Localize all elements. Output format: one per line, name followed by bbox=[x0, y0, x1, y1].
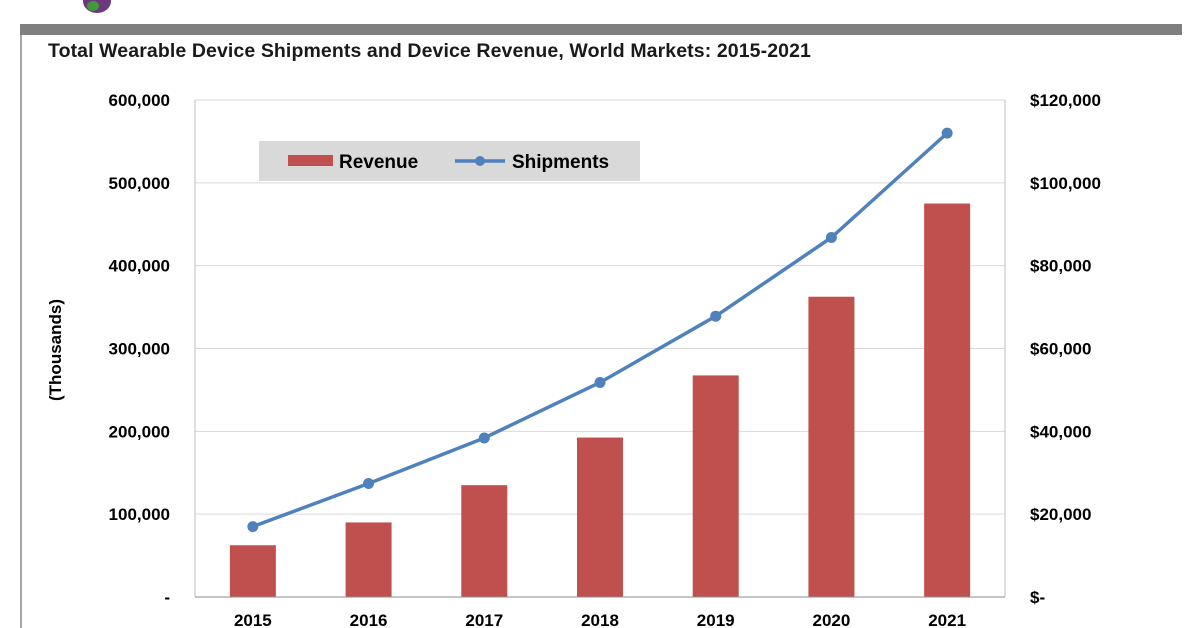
legend: Revenue Shipments bbox=[259, 141, 640, 181]
legend-swatch-shipments-marker bbox=[475, 156, 485, 166]
company-logo-mark-icon bbox=[83, 0, 111, 13]
gridlines bbox=[195, 99, 1005, 515]
right-axis-tick-label: $- bbox=[1030, 588, 1045, 607]
x-axis-tick-label: 2015 bbox=[234, 611, 272, 628]
chart-title: Total Wearable Device Shipments and Devi… bbox=[48, 40, 811, 62]
right-axis-tick-label: $120,000 bbox=[1030, 91, 1101, 110]
x-axis-tick-label: 2021 bbox=[928, 611, 966, 628]
x-axis-tick-label: 2020 bbox=[813, 611, 851, 628]
revenue-bars bbox=[229, 203, 971, 597]
revenue-bar bbox=[577, 437, 623, 597]
legend-label-shipments: Shipments bbox=[512, 152, 609, 173]
shipments-point bbox=[478, 432, 490, 444]
revenue-bar bbox=[692, 375, 739, 597]
right-axis-tick-label: $40,000 bbox=[1030, 422, 1091, 441]
shipments-point bbox=[941, 127, 953, 139]
frame-left-border bbox=[20, 35, 22, 628]
shipments-point bbox=[594, 376, 606, 388]
x-axis-tick-label: 2019 bbox=[697, 611, 735, 628]
right-axis-tick-label: $100,000 bbox=[1030, 174, 1101, 193]
shipments-point bbox=[710, 310, 722, 322]
right-axis-tick-label: $80,000 bbox=[1030, 257, 1091, 276]
x-axis-tick-label: 2017 bbox=[465, 611, 503, 628]
left-axis-tick-label: - bbox=[164, 588, 170, 607]
header-bar bbox=[20, 24, 1182, 35]
x-axis-tick-label: 2016 bbox=[350, 611, 388, 628]
revenue-bar bbox=[345, 522, 392, 597]
legend-swatch-revenue bbox=[288, 155, 333, 166]
top-strip bbox=[0, 0, 1200, 18]
right-axis-tick-label: $60,000 bbox=[1030, 340, 1091, 359]
shipments-point bbox=[247, 521, 259, 533]
x-axis-tick-label: 2018 bbox=[581, 611, 619, 628]
y-axis-title: (Thousands) bbox=[46, 299, 65, 401]
revenue-bar bbox=[229, 545, 276, 597]
revenue-bar bbox=[808, 296, 855, 597]
revenue-bar bbox=[924, 203, 971, 597]
left-axis-tick-label: 400,000 bbox=[109, 257, 170, 276]
shipments-point bbox=[825, 232, 837, 244]
revenue-bar bbox=[461, 485, 508, 597]
shipments-line-series bbox=[247, 127, 953, 533]
left-axis-tick-label: 600,000 bbox=[109, 91, 170, 110]
left-axis-tick-label: 200,000 bbox=[109, 422, 170, 441]
right-axis-tick-label: $20,000 bbox=[1030, 505, 1091, 524]
shipments-point bbox=[363, 478, 375, 490]
legend-label-revenue: Revenue bbox=[339, 152, 418, 173]
axes: - 100,000 200,000 300,000 400,000 500,000 600,… bbox=[109, 91, 1101, 628]
left-axis-tick-label: 500,000 bbox=[109, 174, 170, 193]
left-axis-tick-label: 100,000 bbox=[109, 505, 170, 524]
left-axis-tick-label: 300,000 bbox=[109, 340, 170, 359]
